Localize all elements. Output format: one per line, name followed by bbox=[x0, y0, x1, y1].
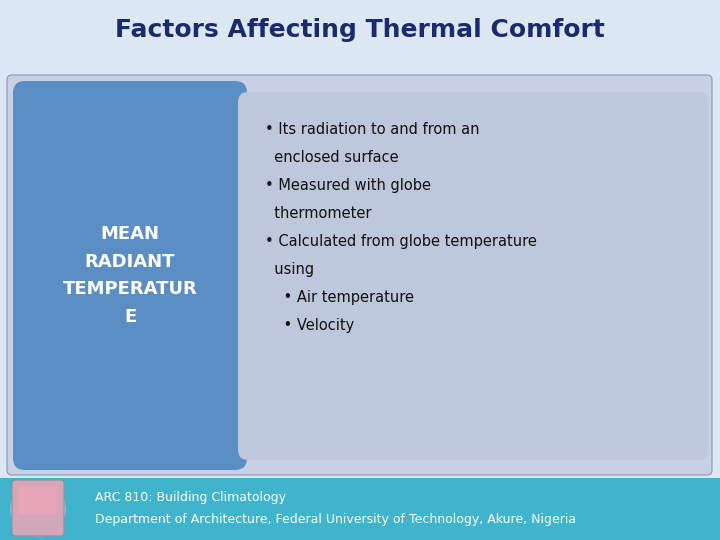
Text: MEAN
RADIANT
TEMPERATUR
E: MEAN RADIANT TEMPERATUR E bbox=[63, 225, 197, 326]
FancyBboxPatch shape bbox=[0, 478, 720, 540]
Text: enclosed surface: enclosed surface bbox=[265, 150, 399, 165]
FancyBboxPatch shape bbox=[7, 75, 712, 475]
FancyBboxPatch shape bbox=[13, 81, 247, 470]
Circle shape bbox=[11, 482, 65, 536]
FancyBboxPatch shape bbox=[12, 480, 64, 536]
Text: Factors Affecting Thermal Comfort: Factors Affecting Thermal Comfort bbox=[115, 18, 605, 42]
Text: • Velocity: • Velocity bbox=[265, 318, 354, 333]
Text: using: using bbox=[265, 262, 314, 277]
Text: • Its radiation to and from an: • Its radiation to and from an bbox=[265, 122, 480, 137]
FancyBboxPatch shape bbox=[238, 92, 708, 460]
FancyBboxPatch shape bbox=[18, 486, 58, 514]
Text: ARC 810: Building Climatology: ARC 810: Building Climatology bbox=[95, 491, 286, 504]
Text: thermometer: thermometer bbox=[265, 206, 372, 221]
Text: • Air temperature: • Air temperature bbox=[265, 290, 414, 305]
Text: • Measured with globe: • Measured with globe bbox=[265, 178, 431, 193]
Text: • Calculated from globe temperature: • Calculated from globe temperature bbox=[265, 234, 537, 249]
Text: Department of Architecture, Federal University of Technology, Akure, Nigeria: Department of Architecture, Federal Univ… bbox=[95, 514, 576, 526]
